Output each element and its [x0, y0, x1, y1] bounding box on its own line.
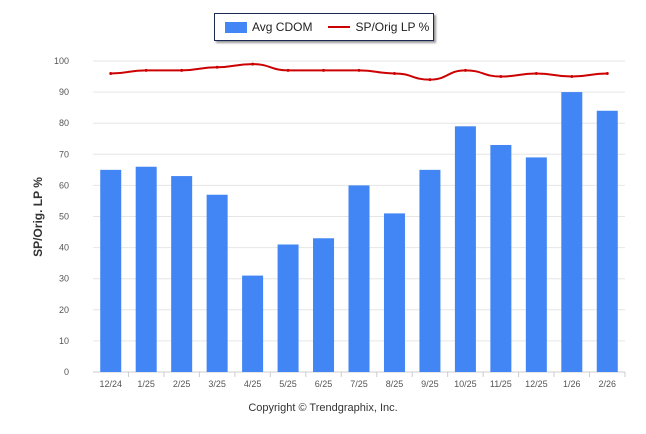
- x-tick-label: 11/25: [490, 379, 512, 389]
- y-tick-label: 80: [59, 118, 69, 128]
- legend-swatch-bar: [225, 21, 247, 33]
- x-tick-label: 6/25: [315, 379, 333, 389]
- bar: [596, 110, 618, 372]
- bar: [454, 126, 476, 372]
- bar: [206, 194, 228, 372]
- line-point: [286, 68, 290, 72]
- line-point: [144, 68, 148, 72]
- x-tick-label: 9/25: [421, 379, 439, 389]
- y-tick-label: 50: [59, 212, 69, 222]
- line-point: [322, 68, 326, 72]
- bar: [242, 275, 264, 372]
- bar: [490, 144, 512, 372]
- legend-swatch-line: [328, 26, 351, 28]
- line-series: [110, 63, 608, 81]
- line-point: [109, 71, 113, 75]
- x-tick-label: 4/25: [244, 379, 262, 389]
- bar: [525, 157, 547, 372]
- copyright: Copyright © Trendgraphix, Inc.: [248, 402, 398, 414]
- x-tick-label: 2/26: [599, 379, 617, 389]
- bar: [313, 238, 335, 372]
- x-tick-label: 12/24: [99, 379, 122, 389]
- line-point: [499, 75, 503, 79]
- line-point: [392, 71, 396, 75]
- line-point: [570, 75, 574, 79]
- bar: [135, 166, 157, 372]
- line-point: [463, 68, 467, 72]
- x-tick-label: 12/25: [525, 379, 548, 389]
- y-axis-label: SP/Orig. LP %: [31, 177, 45, 257]
- x-tick-label: 1/25: [137, 379, 155, 389]
- legend-label-bar: Avg CDOM: [252, 20, 313, 34]
- y-tick-label: 90: [59, 87, 69, 97]
- line-point: [215, 65, 219, 69]
- bar: [561, 92, 583, 372]
- y-tick-label: 0: [64, 367, 69, 377]
- x-tick-label: 1/26: [563, 379, 581, 389]
- bar: [419, 169, 441, 372]
- y-tick-label: 30: [59, 274, 69, 284]
- bar: [277, 244, 299, 372]
- x-tick-label: 5/25: [279, 379, 297, 389]
- bar: [348, 185, 370, 372]
- x-tick-label: 10/25: [454, 379, 477, 389]
- x-tick-label: 3/25: [208, 379, 226, 389]
- y-tick-label: 70: [59, 149, 69, 159]
- y-tick-label: 20: [59, 305, 69, 315]
- line-point: [534, 71, 538, 75]
- line-point: [251, 62, 255, 66]
- bar: [100, 169, 122, 372]
- y-tick-label: 10: [59, 336, 69, 346]
- x-tick-label: 7/25: [350, 379, 368, 389]
- line-point: [357, 68, 361, 72]
- line-point: [428, 78, 432, 82]
- y-tick-label: 100: [54, 56, 69, 66]
- legend: Avg CDOM SP/Orig LP %: [214, 13, 434, 41]
- x-tick-label: 8/25: [386, 379, 404, 389]
- y-tick-label: 60: [59, 180, 69, 190]
- line-point: [180, 68, 184, 72]
- line-point: [605, 71, 609, 75]
- bar: [171, 176, 193, 372]
- bar: [383, 213, 405, 372]
- x-tick-label: 2/25: [173, 379, 191, 389]
- legend-label-line: SP/Orig LP %: [355, 20, 430, 34]
- y-tick-label: 40: [59, 243, 69, 253]
